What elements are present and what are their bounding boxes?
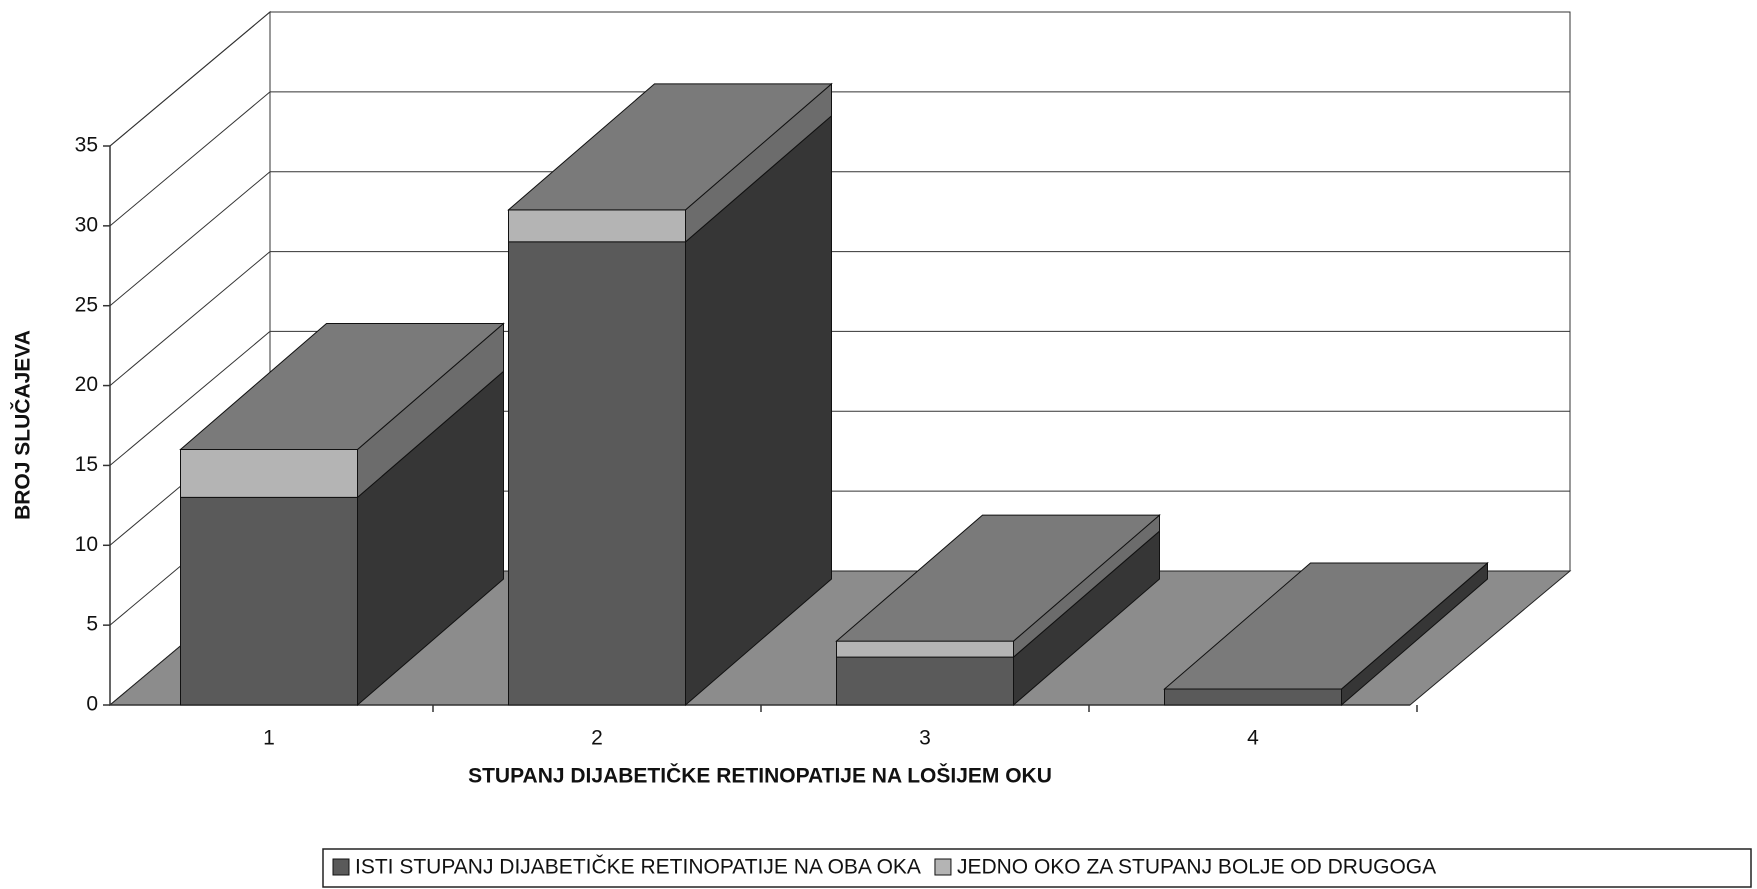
y-tick-label: 35: [75, 134, 98, 157]
bar: [508, 241, 686, 706]
bar-top: [1163, 562, 1489, 690]
y-tick-label: 0: [86, 693, 98, 716]
plot: 0 5 10 15 20 25 30 35 1 2 3 4: [75, 10, 1572, 750]
y-tick-label: 25: [75, 293, 98, 316]
x-tick-label: 4: [1247, 727, 1259, 750]
bar-top: [835, 514, 1161, 642]
x-tick-label: 3: [919, 727, 931, 750]
x-axis-title: STUPANJ DIJABETIČKE RETINOPATIJE NA LOŠI…: [468, 764, 1052, 788]
grid-line: [109, 91, 271, 227]
y-tick-label: 5: [86, 613, 98, 636]
y-tick-label: 10: [75, 533, 98, 556]
legend-label: JEDNO OKO ZA STUPANJ BOLJE OD DRUGOGA: [957, 856, 1436, 879]
bar: [508, 209, 686, 243]
legend-swatch: [934, 858, 952, 876]
grid-line: [109, 11, 271, 147]
bar: [180, 496, 358, 706]
y-tick-label: 30: [75, 213, 98, 236]
x-tick-label: 1: [263, 727, 275, 750]
bar: [1164, 688, 1342, 706]
legend: [322, 848, 1752, 888]
grid-line: [109, 171, 271, 307]
x-tick-label: 2: [591, 727, 603, 750]
y-tick-label: 15: [75, 453, 98, 476]
bar-top: [507, 83, 833, 211]
legend-label: ISTI STUPANJ DIJABETIČKE RETINOPATIJE NA…: [355, 856, 921, 879]
bar-top: [179, 322, 505, 450]
bar: [836, 656, 1014, 706]
grid-line: [109, 331, 271, 466]
y-axis-title: BROJ SLUČAJEVA: [11, 330, 35, 520]
bar: [180, 448, 358, 498]
legend-swatch: [332, 858, 350, 876]
bar: [836, 640, 1014, 658]
y-tick-label: 20: [75, 373, 98, 396]
grid-line: [109, 251, 271, 386]
